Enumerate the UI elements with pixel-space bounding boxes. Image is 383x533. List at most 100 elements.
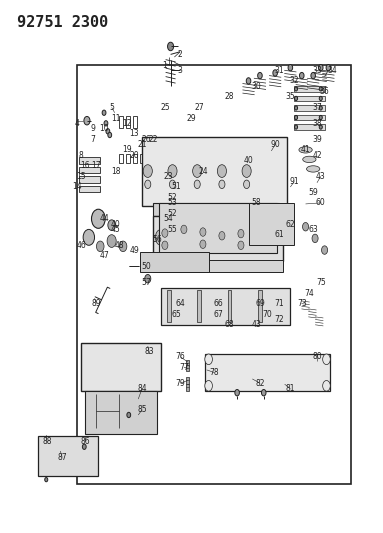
Text: 71: 71 [274,299,284,308]
Bar [159,203,277,253]
Text: 56: 56 [152,236,162,245]
Bar [81,343,161,391]
Text: 63: 63 [308,225,318,234]
Circle shape [104,120,108,126]
Circle shape [295,106,298,110]
Text: 72: 72 [274,315,284,324]
Text: 83: 83 [145,347,154,356]
Bar [142,136,286,206]
Bar [186,377,189,384]
Text: 46: 46 [76,241,86,250]
Text: 45: 45 [111,225,120,234]
Circle shape [168,165,177,177]
Text: 19: 19 [122,146,132,155]
Text: 9: 9 [90,124,95,133]
Ellipse shape [299,147,312,153]
Bar [38,436,98,476]
Text: 17: 17 [92,161,101,170]
Circle shape [127,413,131,418]
Text: 11: 11 [111,114,120,123]
Text: 3: 3 [178,66,183,75]
Text: 38: 38 [312,119,322,128]
Bar [85,391,157,433]
Bar [197,290,201,322]
Bar [294,96,324,101]
Circle shape [84,116,90,125]
Circle shape [162,229,168,237]
Bar [186,384,189,391]
Bar [161,288,290,325]
Bar [140,154,144,163]
Bar [79,157,100,164]
Text: 69: 69 [255,299,265,308]
Circle shape [106,128,110,134]
Text: 41: 41 [301,146,310,155]
Bar [79,186,100,192]
Circle shape [288,64,293,71]
Text: 70: 70 [263,310,272,319]
Text: 4: 4 [75,119,80,128]
Circle shape [262,390,266,396]
Text: 8: 8 [79,151,83,160]
Text: 92751 2300: 92751 2300 [16,14,108,30]
Bar [294,115,324,120]
Text: 37: 37 [312,103,322,112]
Text: 75: 75 [316,278,326,287]
Text: 26: 26 [141,135,151,144]
Bar [126,116,130,127]
Text: 31: 31 [274,66,284,75]
Bar [133,154,137,163]
Text: 85: 85 [137,405,147,414]
Circle shape [322,381,330,391]
Text: 10: 10 [99,124,109,133]
Circle shape [295,96,298,101]
Circle shape [322,354,330,365]
Text: 40: 40 [244,156,254,165]
Circle shape [167,42,173,51]
Circle shape [108,220,115,230]
Text: 62: 62 [286,220,295,229]
Circle shape [273,70,277,76]
Bar [119,154,123,163]
Text: 25: 25 [160,103,170,112]
Text: 20: 20 [130,151,139,160]
Text: 73: 73 [297,299,307,308]
Circle shape [119,241,127,252]
Text: 58: 58 [251,198,261,207]
Circle shape [108,132,112,138]
Text: 39: 39 [312,135,322,144]
Bar [186,360,189,366]
Text: 28: 28 [225,92,234,101]
Text: 88: 88 [42,437,52,446]
Circle shape [162,241,168,249]
Text: 50: 50 [141,262,151,271]
Text: 64: 64 [175,299,185,308]
Text: 80: 80 [312,352,322,361]
Text: 22: 22 [149,135,158,144]
Bar [126,154,130,163]
Bar [77,65,351,484]
Bar [154,260,283,272]
Circle shape [169,180,175,189]
Circle shape [219,180,225,189]
Circle shape [319,87,322,91]
Circle shape [107,235,116,247]
Text: 42: 42 [312,151,322,160]
Text: 43: 43 [251,320,261,329]
Text: 12: 12 [122,119,132,128]
Text: 32: 32 [289,76,299,85]
Bar [154,203,279,216]
Circle shape [312,234,318,243]
Text: 87: 87 [57,453,67,462]
Circle shape [145,274,151,283]
Ellipse shape [303,156,316,163]
Text: 66: 66 [213,299,223,308]
Text: 79: 79 [175,378,185,387]
Bar [228,290,231,322]
Text: 23: 23 [164,172,173,181]
Bar [205,354,330,391]
Circle shape [319,64,323,71]
Circle shape [258,72,262,79]
Text: 74: 74 [304,288,314,297]
Circle shape [319,125,322,129]
